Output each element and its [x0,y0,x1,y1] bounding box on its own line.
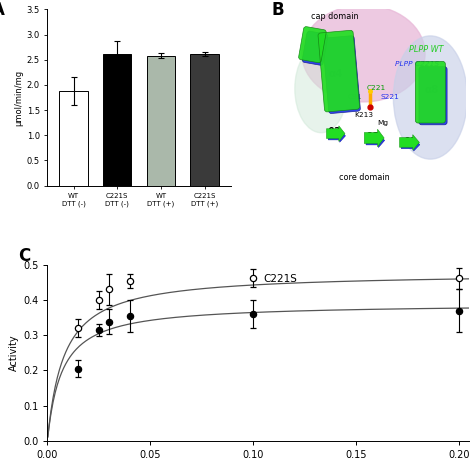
Text: B: B [272,0,284,18]
FancyArrow shape [366,133,384,147]
Text: core domain: core domain [339,173,390,182]
Text: K213: K213 [354,112,373,118]
FancyBboxPatch shape [323,36,360,113]
Text: α8: α8 [425,84,439,95]
Text: C91: C91 [347,94,362,100]
FancyArrow shape [401,138,420,151]
Text: C221: C221 [366,85,385,91]
Y-axis label: Activity: Activity [9,335,19,371]
Text: C221S: C221S [264,273,297,283]
FancyBboxPatch shape [415,62,446,123]
FancyBboxPatch shape [318,30,360,112]
FancyArrow shape [365,129,384,147]
Ellipse shape [295,45,347,133]
Text: β3: β3 [328,127,341,137]
Text: C: C [18,247,30,265]
Ellipse shape [302,5,425,102]
Text: A: A [0,0,5,18]
Text: cap domain: cap domain [310,12,358,21]
FancyArrow shape [400,135,419,150]
Bar [59,91,88,185]
Ellipse shape [393,36,467,159]
FancyArrow shape [327,126,345,141]
FancyBboxPatch shape [299,27,326,63]
FancyBboxPatch shape [419,67,447,125]
Text: β1: β1 [403,137,417,146]
Text: β2: β2 [365,132,380,142]
Y-axis label: μmol/min/mg: μmol/min/mg [15,70,24,126]
Text: Mg: Mg [377,120,388,126]
Text: PLPP WT: PLPP WT [409,45,444,54]
FancyBboxPatch shape [302,31,328,65]
Text: PLPP C221S: PLPP C221S [395,61,439,66]
FancyArrow shape [328,129,346,142]
Text: S221: S221 [381,94,399,100]
Bar [147,56,175,185]
Bar [191,54,219,185]
Bar [103,54,131,185]
Text: α4: α4 [328,69,343,79]
